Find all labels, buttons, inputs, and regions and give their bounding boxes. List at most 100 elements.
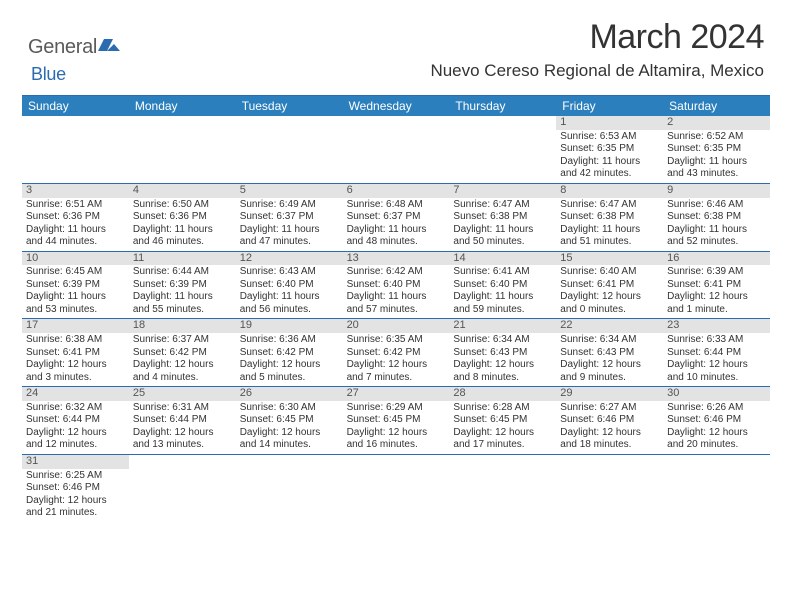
day-cell: 19Sunrise: 6:36 AMSunset: 6:42 PMDayligh… xyxy=(236,319,343,386)
sunset-text: Sunset: 6:35 PM xyxy=(667,143,766,156)
calendar: Sunday Monday Tuesday Wednesday Thursday… xyxy=(22,95,770,522)
day-number: 27 xyxy=(343,387,450,401)
daylight-text: and 9 minutes. xyxy=(560,372,659,385)
empty-cell xyxy=(449,455,556,522)
day-cell: 31Sunrise: 6:25 AMSunset: 6:46 PMDayligh… xyxy=(22,455,129,522)
daylight-text: Daylight: 11 hours xyxy=(560,224,659,237)
day-cell: 16Sunrise: 6:39 AMSunset: 6:41 PMDayligh… xyxy=(663,252,770,319)
sunrise-text: Sunrise: 6:53 AM xyxy=(560,131,659,144)
daylight-text: Daylight: 12 hours xyxy=(133,427,232,440)
daylight-text: Daylight: 12 hours xyxy=(133,359,232,372)
day-number: 6 xyxy=(343,184,450,198)
sunset-text: Sunset: 6:40 PM xyxy=(240,279,339,292)
sunrise-text: Sunrise: 6:47 AM xyxy=(560,199,659,212)
empty-cell xyxy=(129,455,236,522)
sunrise-text: Sunrise: 6:47 AM xyxy=(453,199,552,212)
daylight-text: and 10 minutes. xyxy=(667,372,766,385)
empty-cell xyxy=(22,116,129,183)
day-number: 3 xyxy=(22,184,129,198)
day-number: 22 xyxy=(556,319,663,333)
dow-tue: Tuesday xyxy=(236,96,343,116)
daylight-text: Daylight: 11 hours xyxy=(347,224,446,237)
day-number: 24 xyxy=(22,387,129,401)
sunrise-text: Sunrise: 6:35 AM xyxy=(347,334,446,347)
daylight-text: and 17 minutes. xyxy=(453,439,552,452)
week-row: 10Sunrise: 6:45 AMSunset: 6:39 PMDayligh… xyxy=(22,252,770,320)
flag-icon xyxy=(98,37,120,58)
daylight-text: Daylight: 11 hours xyxy=(26,224,125,237)
daylight-text: Daylight: 12 hours xyxy=(560,291,659,304)
sunset-text: Sunset: 6:44 PM xyxy=(26,414,125,427)
day-cell: 25Sunrise: 6:31 AMSunset: 6:44 PMDayligh… xyxy=(129,387,236,454)
day-number: 25 xyxy=(129,387,236,401)
daylight-text: and 12 minutes. xyxy=(26,439,125,452)
dow-sat: Saturday xyxy=(663,96,770,116)
daylight-text: and 4 minutes. xyxy=(133,372,232,385)
sunrise-text: Sunrise: 6:34 AM xyxy=(453,334,552,347)
dow-row: Sunday Monday Tuesday Wednesday Thursday… xyxy=(22,96,770,116)
daylight-text: and 51 minutes. xyxy=(560,236,659,249)
daylight-text: and 47 minutes. xyxy=(240,236,339,249)
daylight-text: Daylight: 11 hours xyxy=(240,291,339,304)
day-number: 10 xyxy=(22,252,129,266)
daylight-text: Daylight: 12 hours xyxy=(667,291,766,304)
day-cell: 30Sunrise: 6:26 AMSunset: 6:46 PMDayligh… xyxy=(663,387,770,454)
daylight-text: Daylight: 12 hours xyxy=(240,359,339,372)
day-cell: 21Sunrise: 6:34 AMSunset: 6:43 PMDayligh… xyxy=(449,319,556,386)
daylight-text: and 43 minutes. xyxy=(667,168,766,181)
sunset-text: Sunset: 6:38 PM xyxy=(453,211,552,224)
day-number: 4 xyxy=(129,184,236,198)
sunrise-text: Sunrise: 6:30 AM xyxy=(240,402,339,415)
day-number: 8 xyxy=(556,184,663,198)
daylight-text: Daylight: 12 hours xyxy=(667,427,766,440)
day-cell: 6Sunrise: 6:48 AMSunset: 6:37 PMDaylight… xyxy=(343,184,450,251)
day-cell: 8Sunrise: 6:47 AMSunset: 6:38 PMDaylight… xyxy=(556,184,663,251)
day-number: 13 xyxy=(343,252,450,266)
day-number: 17 xyxy=(22,319,129,333)
sunset-text: Sunset: 6:41 PM xyxy=(560,279,659,292)
daylight-text: Daylight: 11 hours xyxy=(347,291,446,304)
empty-cell xyxy=(236,116,343,183)
sunset-text: Sunset: 6:45 PM xyxy=(347,414,446,427)
title-block: March 2024 Nuevo Cereso Regional de Alta… xyxy=(430,18,764,81)
day-cell: 9Sunrise: 6:46 AMSunset: 6:38 PMDaylight… xyxy=(663,184,770,251)
sunrise-text: Sunrise: 6:38 AM xyxy=(26,334,125,347)
sunset-text: Sunset: 6:40 PM xyxy=(347,279,446,292)
empty-cell xyxy=(236,455,343,522)
daylight-text: Daylight: 12 hours xyxy=(453,359,552,372)
sunset-text: Sunset: 6:41 PM xyxy=(667,279,766,292)
daylight-text: Daylight: 12 hours xyxy=(667,359,766,372)
daylight-text: and 0 minutes. xyxy=(560,304,659,317)
day-number: 31 xyxy=(22,455,129,469)
sunset-text: Sunset: 6:36 PM xyxy=(26,211,125,224)
sunset-text: Sunset: 6:37 PM xyxy=(347,211,446,224)
day-number: 11 xyxy=(129,252,236,266)
day-number: 5 xyxy=(236,184,343,198)
daylight-text: and 3 minutes. xyxy=(26,372,125,385)
daylight-text: and 7 minutes. xyxy=(347,372,446,385)
sunrise-text: Sunrise: 6:29 AM xyxy=(347,402,446,415)
daylight-text: Daylight: 11 hours xyxy=(133,291,232,304)
sunset-text: Sunset: 6:39 PM xyxy=(133,279,232,292)
daylight-text: Daylight: 12 hours xyxy=(26,495,125,508)
sunrise-text: Sunrise: 6:46 AM xyxy=(667,199,766,212)
day-number: 19 xyxy=(236,319,343,333)
day-number: 21 xyxy=(449,319,556,333)
sunset-text: Sunset: 6:37 PM xyxy=(240,211,339,224)
sunset-text: Sunset: 6:38 PM xyxy=(560,211,659,224)
daylight-text: and 16 minutes. xyxy=(347,439,446,452)
sunrise-text: Sunrise: 6:32 AM xyxy=(26,402,125,415)
dow-mon: Monday xyxy=(129,96,236,116)
sunset-text: Sunset: 6:42 PM xyxy=(133,347,232,360)
sunrise-text: Sunrise: 6:40 AM xyxy=(560,266,659,279)
daylight-text: Daylight: 12 hours xyxy=(453,427,552,440)
day-number: 20 xyxy=(343,319,450,333)
daylight-text: and 50 minutes. xyxy=(453,236,552,249)
day-cell: 22Sunrise: 6:34 AMSunset: 6:43 PMDayligh… xyxy=(556,319,663,386)
day-number: 16 xyxy=(663,252,770,266)
daylight-text: and 13 minutes. xyxy=(133,439,232,452)
day-number: 1 xyxy=(556,116,663,130)
day-number: 2 xyxy=(663,116,770,130)
daylight-text: and 57 minutes. xyxy=(347,304,446,317)
daylight-text: and 44 minutes. xyxy=(26,236,125,249)
